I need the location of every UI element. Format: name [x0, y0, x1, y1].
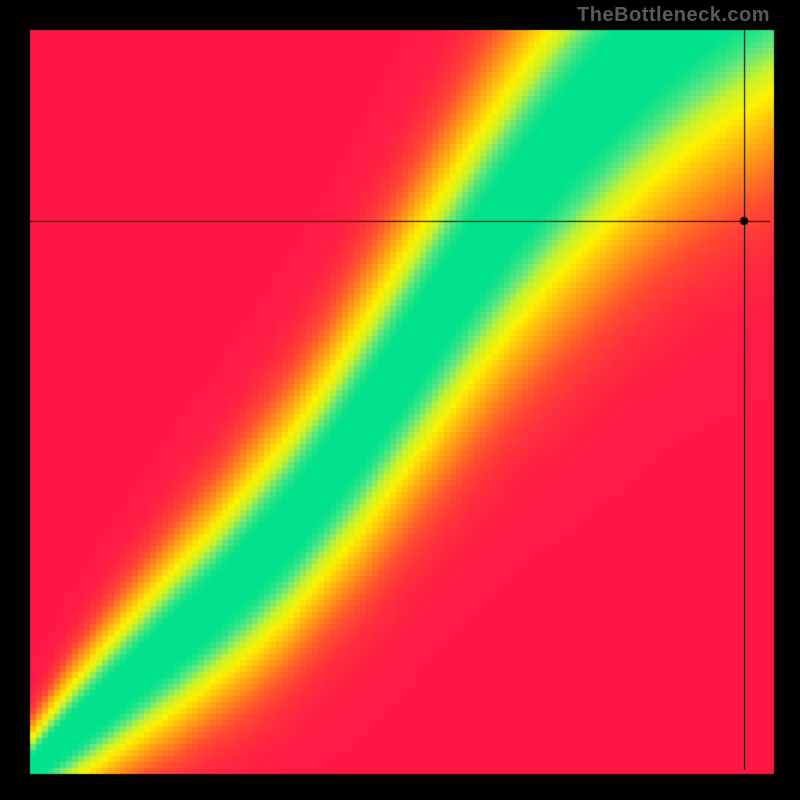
chart-container: TheBottleneck.com: [0, 0, 800, 800]
attribution-label: TheBottleneck.com: [577, 4, 770, 27]
bottleneck-heatmap: [0, 0, 800, 800]
